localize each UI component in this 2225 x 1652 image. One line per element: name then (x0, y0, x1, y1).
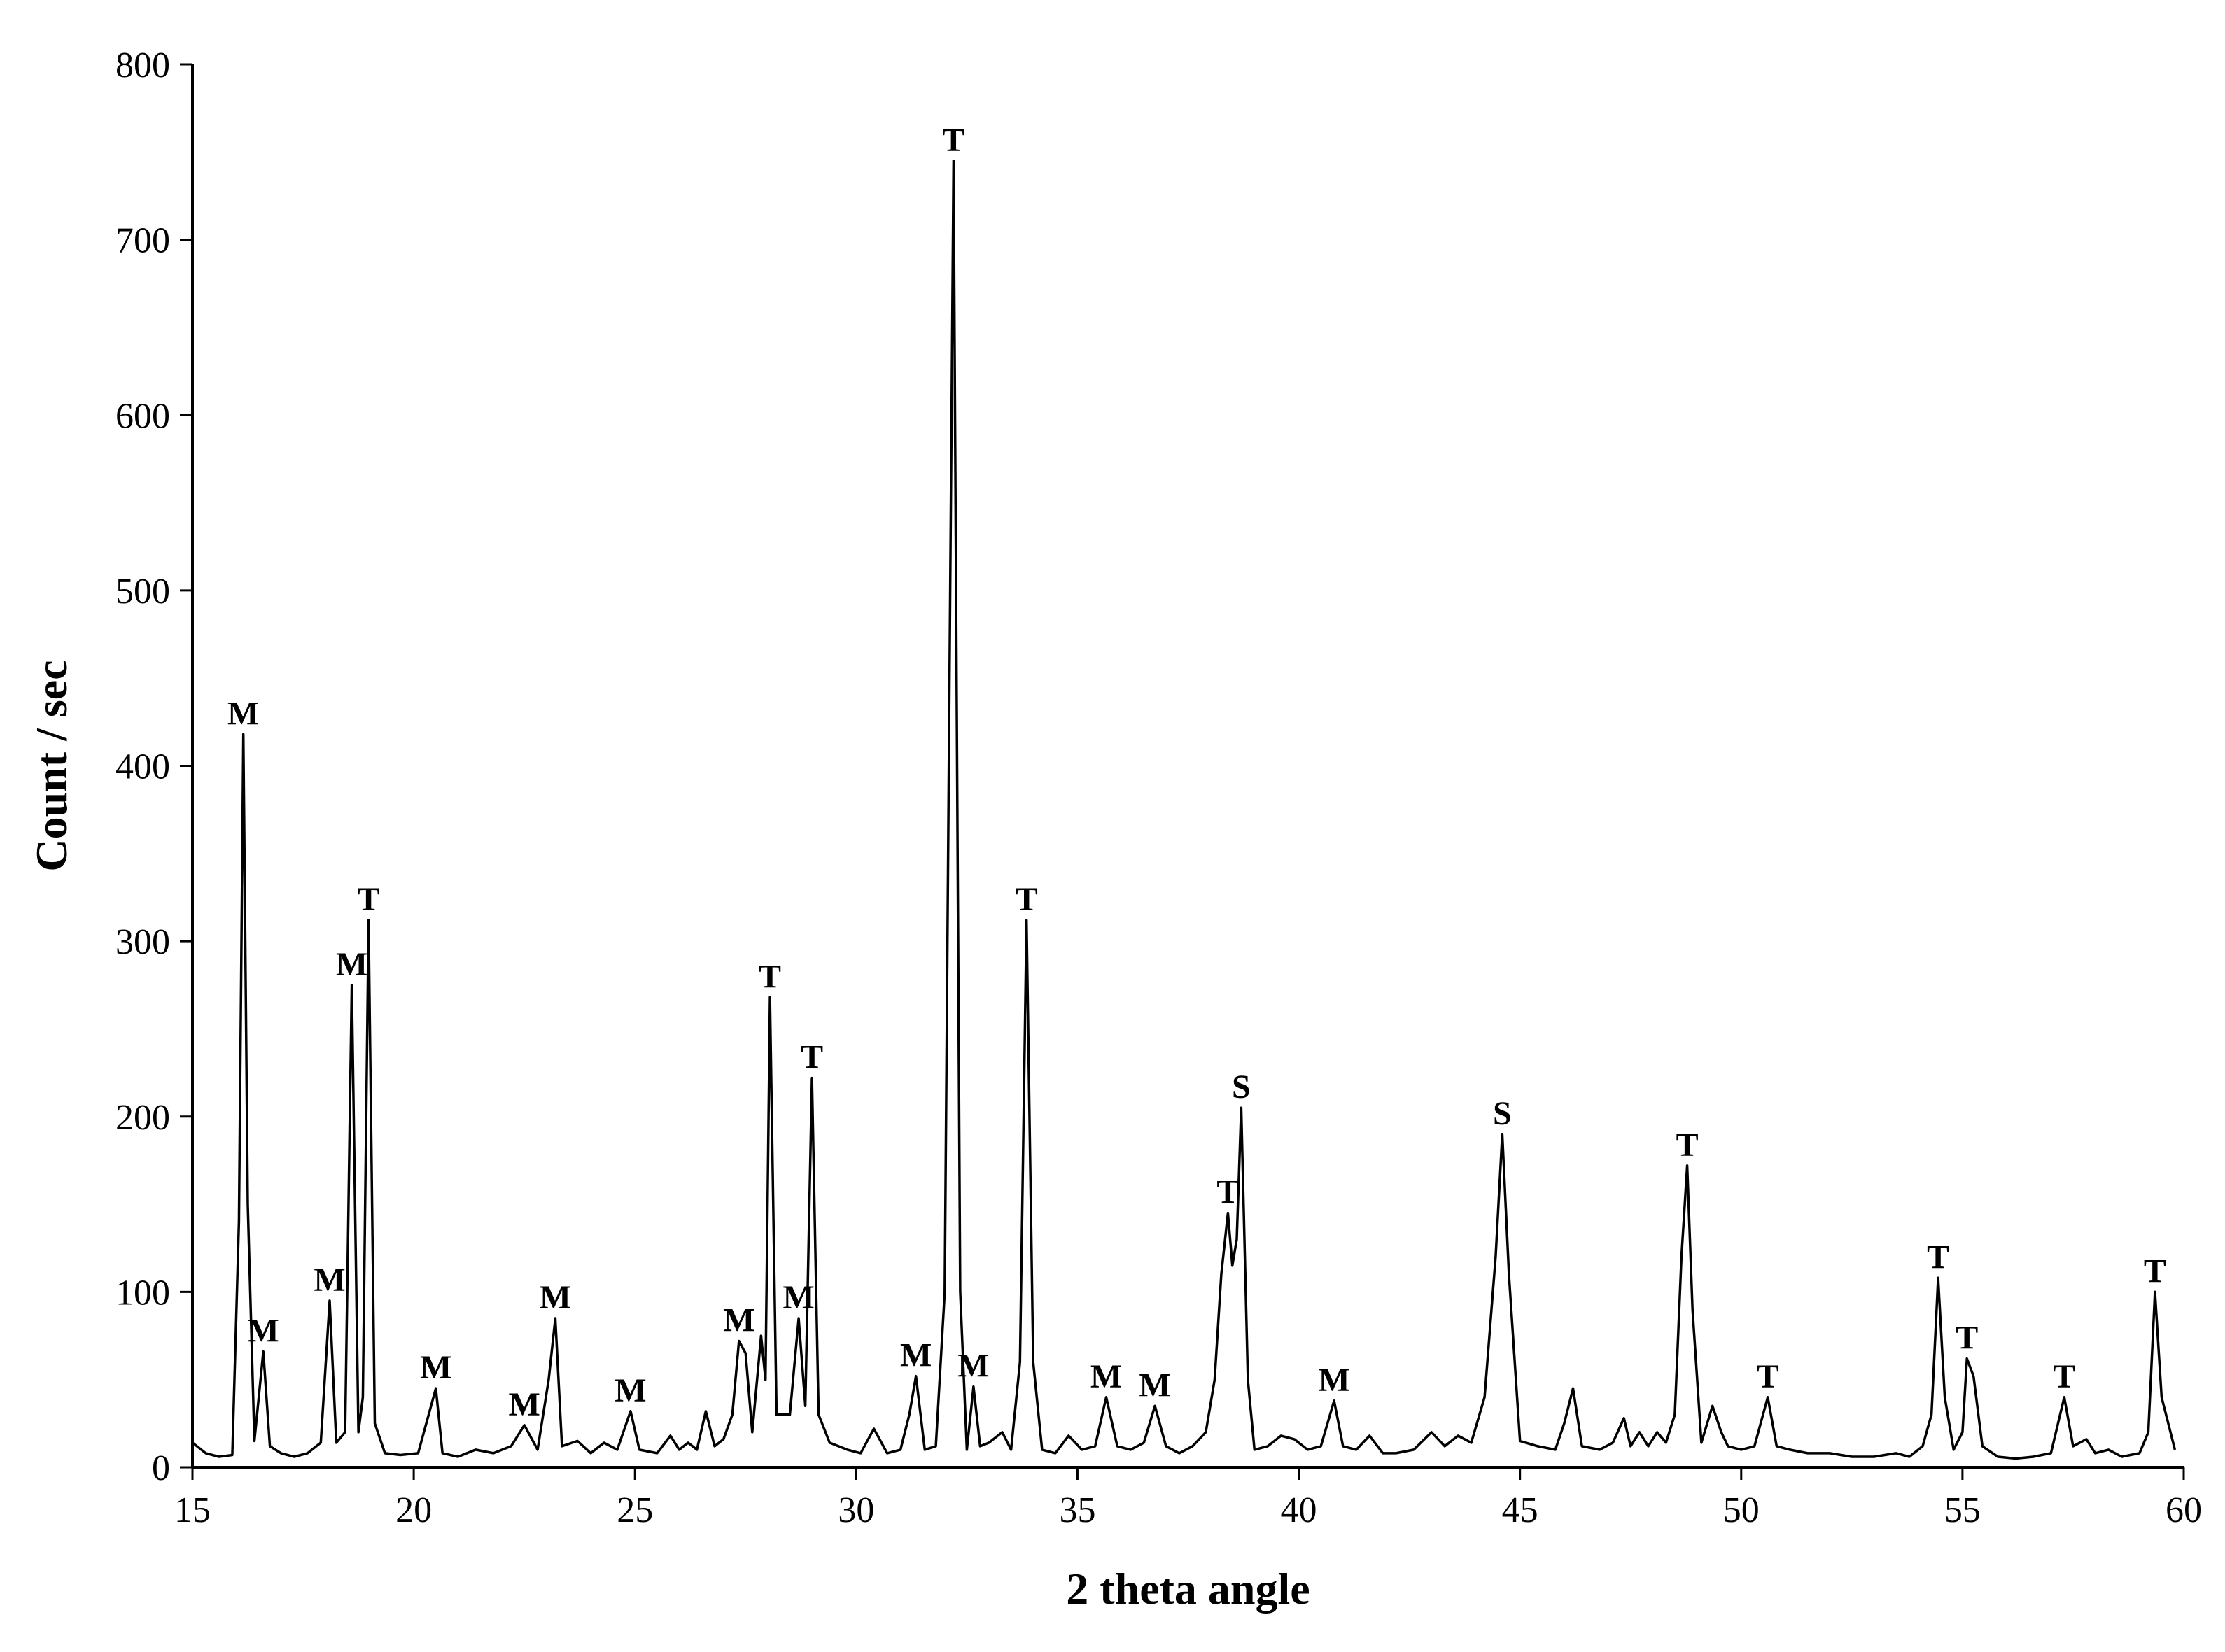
peak-label: S (1232, 1068, 1251, 1106)
peak-label: M (900, 1337, 932, 1374)
peak-label: M (509, 1386, 540, 1423)
peak-label: T (1016, 881, 1038, 918)
peak-label: M (1318, 1362, 1349, 1399)
y-ticks: 0 100 200 300 400 500 600 700 800 (115, 45, 192, 1488)
y-tick-label: 600 (115, 396, 170, 436)
x-tick-label: 55 (1944, 1490, 1981, 1530)
peak-label: M (227, 695, 259, 732)
x-tick-label: 35 (1059, 1490, 1095, 1530)
peak-label: T (1927, 1238, 1949, 1276)
x-tick-label: 15 (174, 1490, 211, 1530)
diffraction-pattern-line (191, 160, 2177, 1460)
peak-label: M (1090, 1358, 1122, 1395)
y-tick-label: 800 (115, 45, 170, 85)
peak-label: M (615, 1372, 646, 1409)
y-tick-label: 500 (115, 572, 170, 612)
x-tick-label: 40 (1281, 1490, 1317, 1530)
plot-area: 15 20 25 30 35 40 45 50 55 60 0 100 200 300 400 500 600… (115, 45, 2202, 1530)
peak-label: M (782, 1279, 814, 1316)
peak-label: M (1139, 1367, 1170, 1404)
peak-label: S (1493, 1095, 1512, 1132)
y-tick-label: 200 (115, 1098, 170, 1138)
peak-label: T (942, 122, 964, 159)
peak-label: M (314, 1262, 345, 1299)
peak-label: T (801, 1039, 823, 1076)
peak-label: M (957, 1348, 989, 1385)
y-tick-label: 700 (115, 221, 170, 261)
y-tick-label: 400 (115, 747, 170, 787)
x-tick-label: 20 (395, 1490, 432, 1530)
peak-label: T (2144, 1252, 2166, 1290)
peak-label: M (247, 1313, 279, 1350)
y-tick-label: 100 (115, 1273, 170, 1313)
peak-label: M (420, 1349, 451, 1386)
x-tick-label: 45 (1502, 1490, 1538, 1530)
peak-label: T (2053, 1358, 2075, 1395)
peak-label: T (1757, 1358, 1779, 1395)
x-tick-label: 30 (838, 1490, 874, 1530)
peak-label: T (759, 958, 781, 995)
x-axis-title: 2 theta angle (1066, 1564, 1310, 1614)
x-tick-label: 25 (617, 1490, 653, 1530)
y-tick-label: 300 (115, 922, 170, 962)
peak-label: T (1676, 1127, 1699, 1164)
peak-label: M (540, 1279, 571, 1316)
x-tick-label: 60 (2166, 1490, 2202, 1530)
peak-label: T (1216, 1174, 1239, 1211)
peak-label: T (358, 881, 380, 918)
peak-label: T (1956, 1320, 1978, 1357)
y-tick-label: 0 (152, 1448, 170, 1488)
x-tick-label: 50 (1723, 1490, 1760, 1530)
y-axis-title: Count / sec (27, 660, 76, 871)
x-ticks: 15 20 25 30 35 40 45 50 55 60 (174, 1467, 2202, 1530)
peak-label: M (723, 1302, 754, 1339)
peak-label: M (336, 946, 367, 983)
